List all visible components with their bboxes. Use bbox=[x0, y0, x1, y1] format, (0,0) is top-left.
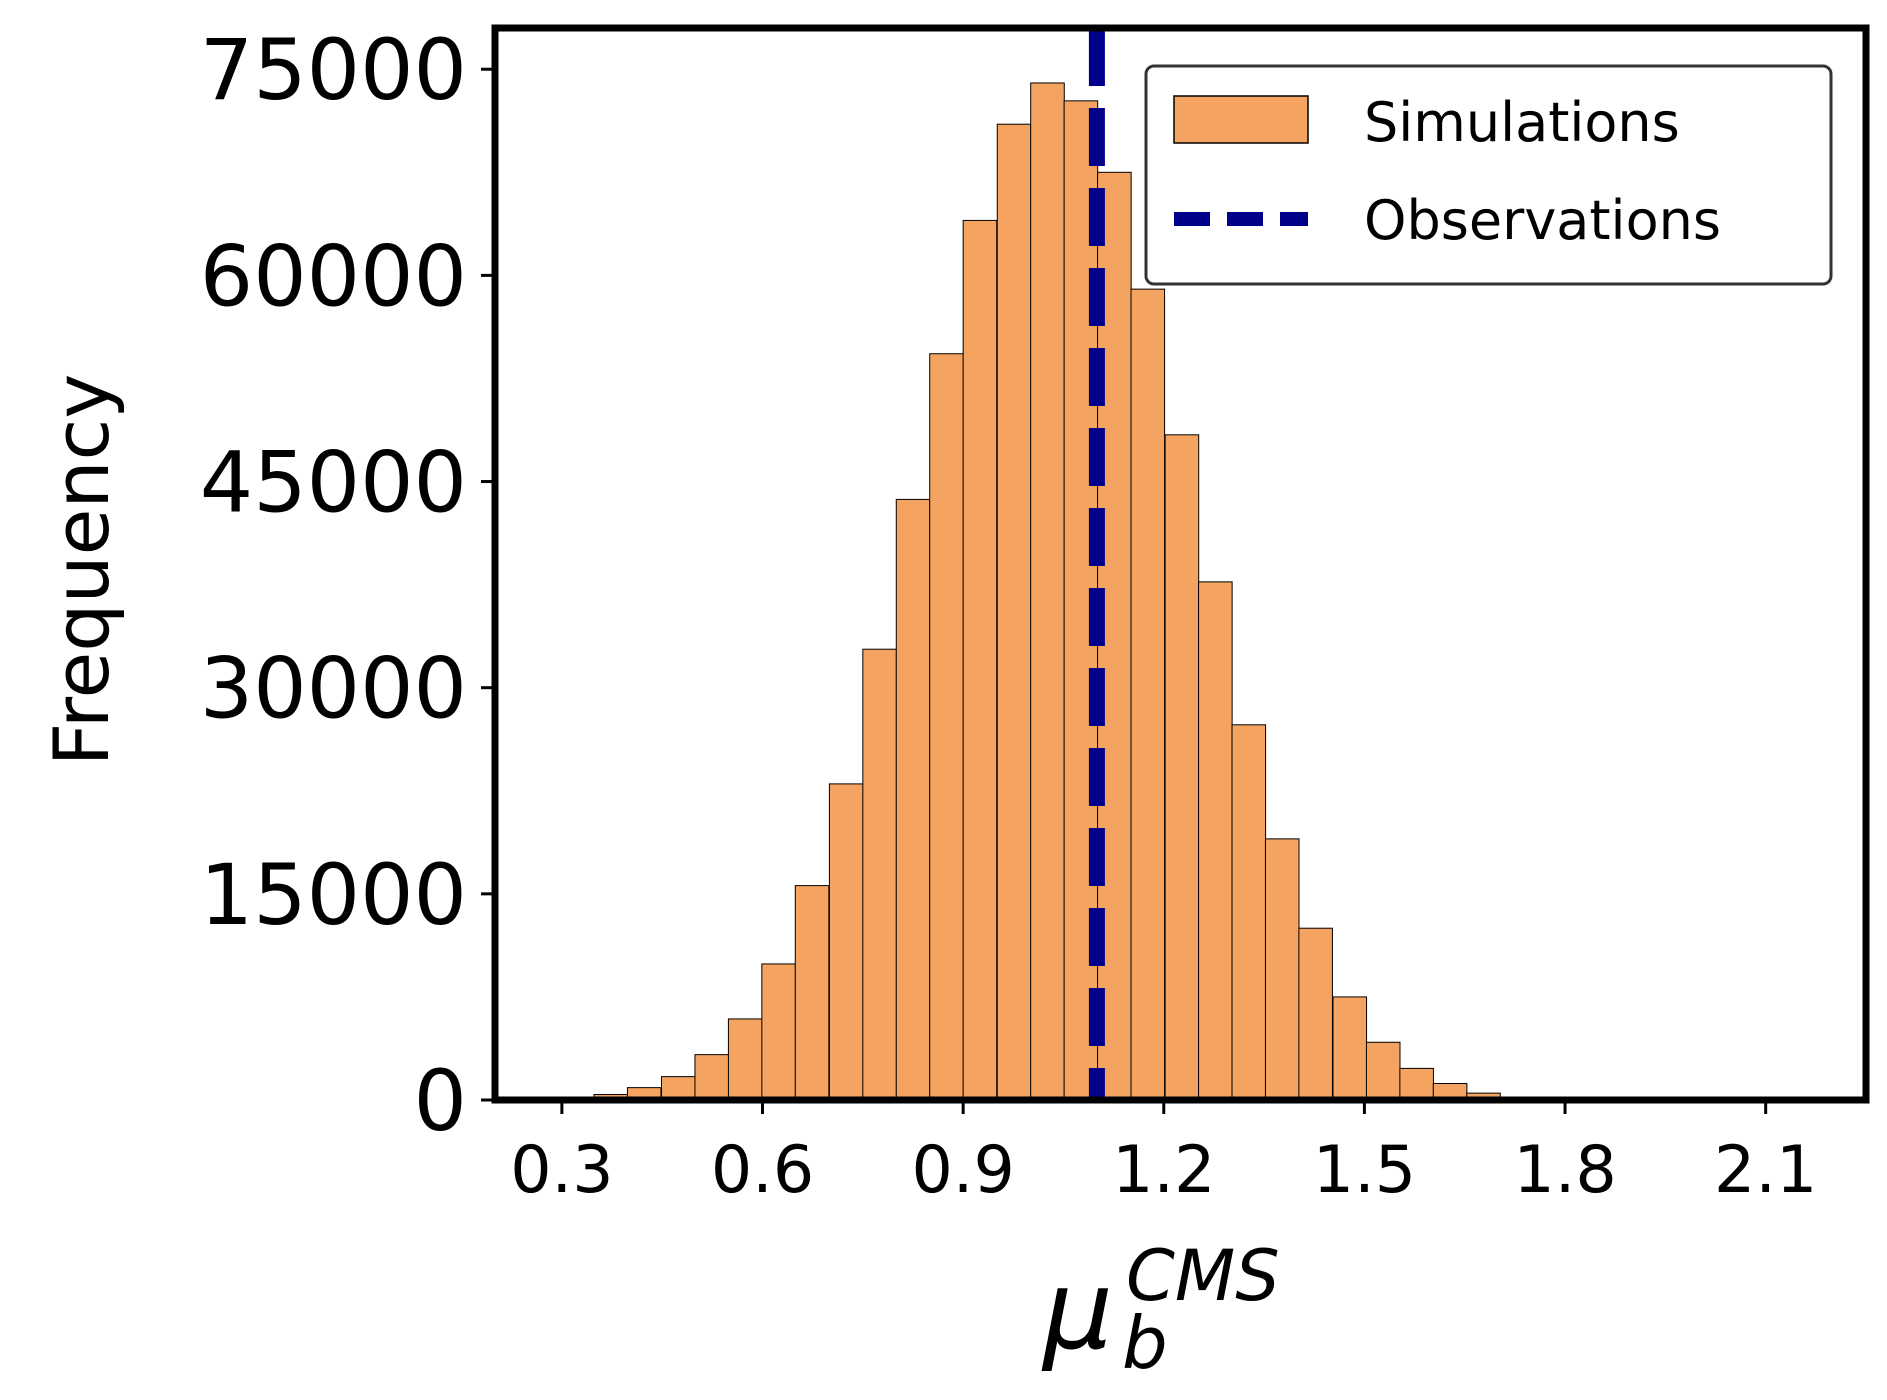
histogram-bar bbox=[1231, 724, 1267, 1101]
y-tick-label: 45000 bbox=[200, 434, 467, 532]
x-tick-label: 1.8 bbox=[1513, 1133, 1616, 1208]
y-tick-label: 15000 bbox=[200, 846, 467, 944]
histogram-bar bbox=[1365, 1041, 1401, 1101]
histogram-bar bbox=[727, 1018, 763, 1101]
histogram-bar bbox=[1130, 288, 1166, 1101]
x-tick-label: 0.6 bbox=[711, 1133, 814, 1208]
histogram-bar bbox=[1298, 927, 1333, 1101]
histogram-bar bbox=[1332, 996, 1368, 1101]
histogram-bar bbox=[1164, 434, 1200, 1101]
legend-simulations-label: Simulations bbox=[1364, 91, 1680, 154]
histogram-bar bbox=[1264, 838, 1300, 1101]
y-tick-label: 75000 bbox=[200, 21, 467, 119]
histogram-bar bbox=[661, 1076, 696, 1101]
y-axis-ticks: 0 15000 30000 45000 60000 75000 bbox=[200, 21, 495, 1150]
legend: Simulations Observations bbox=[1144, 64, 1833, 286]
histogram-bar bbox=[862, 648, 897, 1101]
histogram-bar bbox=[1030, 82, 1065, 1101]
histogram-bar bbox=[794, 885, 830, 1101]
y-axis-label: Frequency bbox=[37, 374, 126, 767]
x-axis-label-superscript: CMS bbox=[1126, 1235, 1280, 1317]
histogram-bar bbox=[929, 353, 964, 1101]
x-tick-label: 0.9 bbox=[911, 1133, 1014, 1208]
legend-observations-label: Observations bbox=[1364, 189, 1721, 252]
histogram-bar bbox=[761, 963, 796, 1101]
x-tick-label: 0.3 bbox=[510, 1133, 613, 1208]
x-tick-label: 2.1 bbox=[1714, 1133, 1817, 1208]
histogram-bar bbox=[1399, 1067, 1434, 1101]
histogram-bar bbox=[828, 783, 864, 1101]
legend-box bbox=[1144, 64, 1833, 286]
histogram-bar bbox=[996, 123, 1032, 1101]
y-tick-label: 60000 bbox=[200, 227, 467, 325]
x-axis-label-subscript: b bbox=[1122, 1301, 1168, 1385]
histogram-bar bbox=[1198, 581, 1233, 1101]
plot-frame bbox=[491, 24, 1870, 1104]
x-tick-label: 1.5 bbox=[1313, 1133, 1416, 1208]
x-axis-ticks: 0.3 0.6 0.9 1.2 1.5 1.8 2.1 bbox=[510, 1100, 1817, 1208]
histogram-bar bbox=[895, 498, 931, 1101]
y-tick-label: 30000 bbox=[200, 640, 467, 738]
histogram-bar bbox=[694, 1054, 730, 1101]
y-tick-label: 0 bbox=[414, 1052, 467, 1150]
x-axis-label-symbol: μ bbox=[1041, 1246, 1113, 1374]
histogram-bar bbox=[962, 219, 998, 1101]
x-tick-label: 1.2 bbox=[1112, 1133, 1215, 1208]
legend-simulations-swatch bbox=[1173, 95, 1309, 144]
x-axis-label: μ b CMS bbox=[1041, 1235, 1280, 1385]
simulations-bars bbox=[526, 82, 1535, 1101]
